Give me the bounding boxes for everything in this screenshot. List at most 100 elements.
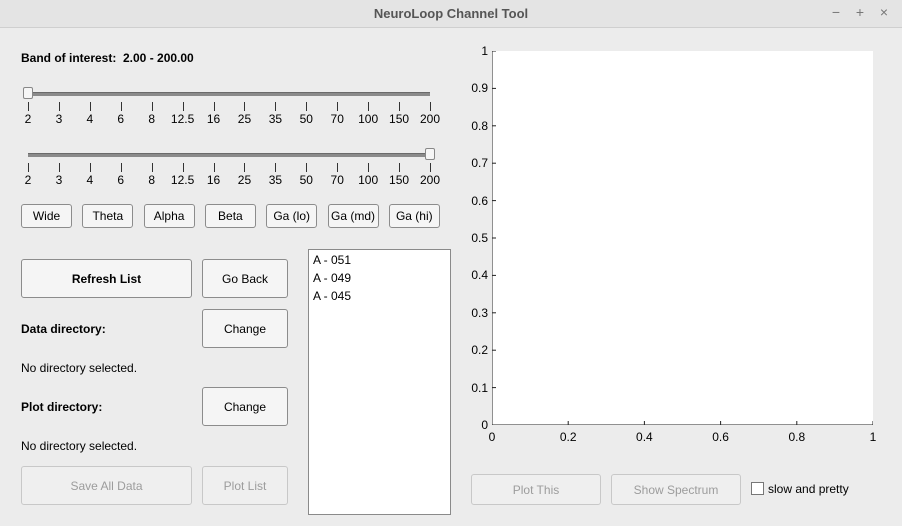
- y-tick-label: 1: [481, 44, 488, 58]
- y-tick-label: 0: [481, 418, 488, 432]
- band-button-alpha[interactable]: Alpha: [143, 204, 195, 228]
- x-tick-label: 0: [488, 430, 496, 444]
- band-button-theta[interactable]: Theta: [82, 204, 134, 228]
- y-tick-label: 0.4: [471, 268, 488, 283]
- slider-tick: [58, 102, 60, 111]
- slider-tick-label: 200: [419, 173, 441, 187]
- slider-tick-label: 100: [358, 112, 379, 126]
- slider-tick: [244, 102, 246, 111]
- slider-tick-label: 2: [24, 173, 32, 187]
- slider-tick-label: 12.5: [170, 112, 195, 126]
- y-tick-label: 0.3: [471, 305, 488, 320]
- slider-tick-label: 35: [268, 173, 283, 187]
- close-icon[interactable]: ×: [879, 4, 889, 20]
- x-tick-label: 1: [869, 430, 877, 444]
- data-directory-label: Data directory:: [21, 322, 106, 336]
- slider-tick: [275, 102, 277, 111]
- slider-tick: [275, 163, 277, 172]
- slider-tick-label: 2: [24, 112, 32, 126]
- slider-tick: [89, 163, 91, 172]
- slider-handle[interactable]: [23, 87, 33, 99]
- slider-tick-label: 4: [86, 112, 94, 126]
- slider-tick-label: 25: [237, 173, 252, 187]
- slider-tick-label: 8: [148, 112, 156, 126]
- slider-tick-label: 6: [117, 112, 125, 126]
- window-title: NeuroLoop Channel Tool: [373, 6, 529, 21]
- band-button-beta[interactable]: Beta: [204, 204, 256, 228]
- slider-tick: [337, 163, 339, 172]
- band-button-ga-lo[interactable]: Ga (lo): [266, 204, 318, 228]
- slider-tick: [182, 163, 184, 172]
- band-button-ga-hi[interactable]: Ga (hi): [388, 204, 440, 228]
- y-tick-label: 0.1: [471, 380, 488, 395]
- slider-tick: [120, 102, 122, 111]
- slider-tick: [399, 102, 401, 111]
- band-value: 2.00 - 200.00: [123, 51, 194, 65]
- plot-area: [492, 51, 873, 425]
- slider-track[interactable]: [28, 92, 430, 96]
- slider-tick: [58, 163, 60, 172]
- slow-and-pretty-checkbox[interactable]: [751, 482, 764, 495]
- minimize-icon[interactable]: −: [831, 4, 841, 20]
- slider-tick-label: 8: [148, 173, 156, 187]
- slider-tick: [399, 163, 401, 172]
- slider-tick: [244, 163, 246, 172]
- maximize-icon[interactable]: +: [855, 4, 865, 20]
- slider-tick-label: 16: [206, 112, 221, 126]
- x-tick-label: 0.4: [636, 430, 653, 444]
- slider-tick: [28, 102, 29, 111]
- band-button-wide[interactable]: Wide: [21, 204, 72, 228]
- slider-tick-label: 200: [419, 112, 441, 126]
- y-tick-label: 0.5: [471, 231, 488, 245]
- channel-list-item[interactable]: A - 045: [313, 289, 352, 303]
- slider-track[interactable]: [28, 153, 430, 157]
- plot-list-button[interactable]: Plot List: [202, 466, 288, 505]
- x-tick-label: 0.2: [559, 430, 577, 444]
- slider-tick: [306, 163, 308, 172]
- slider-tick: [430, 102, 431, 111]
- y-tick-label: 0.6: [471, 193, 488, 208]
- channel-list-item[interactable]: A - 049: [313, 271, 352, 285]
- slider-tick-label: 12.5: [170, 173, 195, 187]
- slider-tick: [182, 102, 184, 111]
- slider-tick-label: 3: [55, 173, 63, 187]
- save-all-data-button[interactable]: Save All Data: [21, 466, 192, 505]
- data-directory-value: No directory selected.: [21, 361, 138, 375]
- slider-tick: [28, 163, 29, 172]
- plot-this-button[interactable]: Plot This: [471, 474, 601, 505]
- slider-tick-label: 4: [86, 173, 94, 187]
- slider-handle[interactable]: [425, 148, 435, 160]
- x-axis-ticks: [492, 421, 873, 425]
- slider-tick-label: 35: [268, 112, 283, 126]
- change-plot-directory-button[interactable]: Change: [202, 387, 288, 426]
- y-tick-label: 0.8: [471, 118, 488, 133]
- go-back-button[interactable]: Go Back: [202, 259, 288, 298]
- slider-tick-label: 3: [55, 112, 63, 126]
- slider-tick-label: 50: [299, 173, 313, 187]
- channel-list-item[interactable]: A - 051: [313, 253, 352, 267]
- slider-tick: [213, 163, 215, 172]
- plot-axes: [492, 51, 873, 425]
- band-label: Band of interest:: [21, 51, 117, 65]
- title-bar: NeuroLoop Channel Tool − + ×: [0, 0, 902, 28]
- refresh-list-button[interactable]: Refresh List: [21, 259, 192, 298]
- slider-tick: [213, 102, 215, 111]
- slider-tick: [337, 102, 339, 111]
- slider-tick: [368, 102, 370, 111]
- slider-tick: [120, 163, 122, 172]
- slider-tick-label: 50: [299, 112, 313, 126]
- y-tick-label: 0.9: [471, 81, 488, 96]
- change-data-directory-button[interactable]: Change: [202, 309, 288, 348]
- slider-tick: [306, 102, 308, 111]
- x-tick-label: 0.6: [712, 430, 729, 444]
- channel-list[interactable]: A - 051 A - 049 A - 045: [308, 249, 451, 515]
- slow-and-pretty-label: slow and pretty: [768, 482, 849, 496]
- band-button-ga-md[interactable]: Ga (md): [327, 204, 379, 228]
- slider-tick-label: 150: [389, 173, 410, 187]
- show-spectrum-button[interactable]: Show Spectrum: [611, 474, 741, 505]
- slider-tick-label: 100: [358, 173, 379, 187]
- slider-tick-label: 70: [330, 173, 344, 187]
- slider-tick: [89, 102, 91, 111]
- y-tick-label: 0.2: [471, 343, 488, 358]
- slider-tick-label: 16: [206, 173, 221, 187]
